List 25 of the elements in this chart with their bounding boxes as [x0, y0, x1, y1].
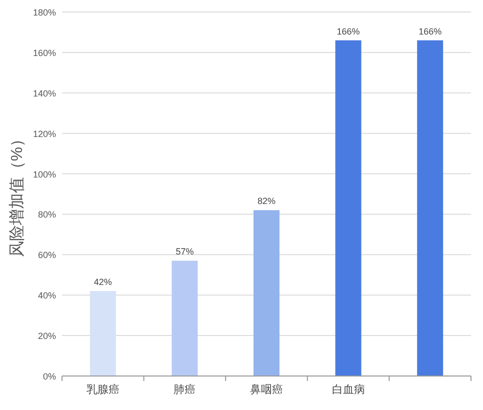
y-tick-label: 180%	[32, 8, 56, 18]
y-axis-title: 风险增加值（%）	[8, 130, 26, 258]
x-tick-label: 乳腺癌	[86, 383, 120, 396]
bar	[417, 40, 444, 376]
y-tick-label: 140%	[32, 88, 56, 98]
data-label: 57%	[176, 246, 194, 257]
bar	[90, 291, 116, 376]
bar	[335, 40, 362, 376]
data-label: 166%	[336, 26, 360, 36]
y-tick-label: 20%	[38, 331, 56, 342]
bar	[172, 260, 198, 376]
y-tick-label: 120%	[32, 128, 56, 139]
bar	[254, 210, 280, 376]
y-tick-label: 80%	[38, 210, 56, 220]
x-tick-label: 肺癌	[174, 383, 196, 396]
data-label: 82%	[257, 196, 276, 206]
y-tick-label: 160%	[32, 48, 56, 58]
data-label: 166%	[418, 26, 442, 36]
data-label: 42%	[94, 277, 112, 288]
y-tick-label: 40%	[38, 290, 56, 301]
y-tick-label: 100%	[32, 169, 56, 180]
y-tick-label: 60%	[38, 250, 56, 260]
y-tick-label: 0%	[42, 372, 56, 382]
x-tick-label: 鼻咽癌	[250, 383, 283, 396]
x-tick-label: 白血病	[332, 383, 365, 396]
